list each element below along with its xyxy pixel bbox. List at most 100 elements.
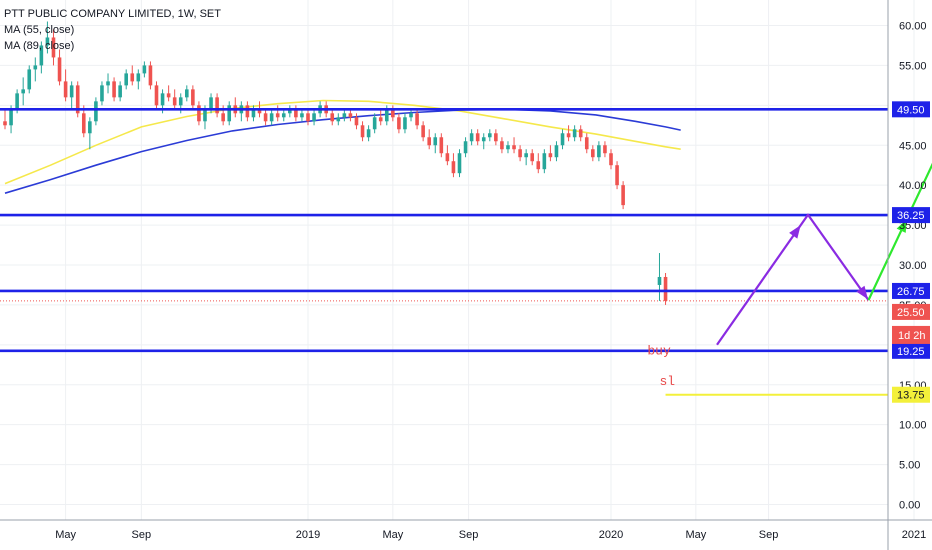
level-tag	[892, 207, 930, 224]
level-tag	[892, 101, 930, 118]
y-tick-label: 45.00	[899, 140, 927, 152]
candle-body	[445, 153, 450, 162]
projection-purple-path	[716, 213, 870, 346]
candle-body	[300, 113, 304, 118]
candle-body	[45, 37, 50, 46]
candle-body	[51, 37, 56, 58]
candle-body	[263, 113, 268, 122]
candle-body	[154, 85, 159, 106]
candle-body	[475, 133, 480, 142]
candle-body	[166, 93, 171, 98]
level-tag-label: 36.25	[897, 210, 925, 222]
x-tick-label: May	[55, 529, 76, 541]
candle-body	[81, 113, 86, 134]
candle-body	[597, 145, 601, 158]
candle-body	[391, 109, 395, 118]
candles	[3, 21, 668, 305]
candle-body	[275, 113, 280, 118]
y-tick-label: 5.00	[899, 460, 920, 472]
legend-item-ma89: MA (89, close)	[4, 40, 75, 52]
candle-body	[548, 153, 553, 158]
candle-body	[439, 137, 444, 154]
candle-body	[427, 137, 431, 146]
moving-averages	[4, 99, 681, 194]
level-tag-label: 26.75	[897, 286, 925, 298]
candle-body	[481, 137, 486, 142]
candle-body	[3, 121, 7, 126]
y-tick-label: 60.00	[899, 21, 927, 33]
y-tick-label: 10.00	[899, 420, 927, 432]
y-tick-label: 0.00	[899, 500, 920, 512]
chart-legend: PTT PUBLIC COMPANY LIMITED, 1W, SET MA (…	[4, 6, 221, 54]
candle-body	[421, 125, 425, 138]
candle-body	[506, 145, 510, 150]
candle-body	[591, 149, 595, 158]
candle-body	[657, 276, 662, 285]
candle-body	[136, 73, 141, 82]
candle-body	[384, 109, 389, 122]
candle-body	[360, 125, 365, 138]
candle-body	[378, 117, 383, 122]
grid	[0, 0, 915, 520]
last-price-label: 25.50	[897, 307, 925, 319]
candle-body	[39, 45, 44, 66]
y-tick-label: 55.00	[899, 60, 927, 72]
candle-body	[245, 105, 250, 118]
candle-body	[15, 93, 19, 110]
candle-body	[203, 109, 207, 122]
candle-body	[306, 113, 310, 122]
legend-item-ma55: MA (55, close)	[4, 24, 75, 36]
candle-body	[130, 73, 135, 82]
candle-body	[142, 65, 147, 74]
y-tick-label: 30.00	[899, 260, 927, 272]
candle-body	[354, 117, 359, 126]
candle-body	[257, 109, 262, 114]
annotation-buy: buy	[647, 343, 671, 358]
candle-body	[433, 137, 438, 146]
candle-body	[348, 113, 353, 118]
candle-body	[112, 81, 116, 98]
level-tag	[892, 386, 930, 403]
candle-body	[88, 121, 92, 134]
candle-body	[518, 149, 522, 158]
annotation-sl: sl	[659, 374, 675, 389]
candle-body	[603, 145, 607, 154]
candle-body	[9, 109, 13, 126]
candle-body	[251, 109, 256, 118]
candle-body	[69, 85, 74, 98]
candle-body	[663, 276, 668, 301]
candle-body	[451, 161, 456, 174]
level-tag	[892, 342, 930, 359]
candle-body	[281, 113, 286, 118]
candle-body	[336, 117, 341, 122]
x-tick-label: 2020	[599, 529, 623, 541]
ma55-line	[4, 99, 681, 185]
time-axis[interactable]: MaySep2019MaySep2020MaySep2021MaySep2022	[0, 519, 932, 541]
candle-body	[209, 97, 213, 110]
level-tag-label: 49.50	[897, 104, 925, 116]
countdown-label: 1d 2h	[898, 330, 926, 342]
candle-body	[397, 117, 401, 130]
last-price-tag	[892, 303, 930, 320]
price-axis[interactable]: 60.0055.0050.0045.0040.0035.0030.0025.00…	[887, 0, 930, 550]
candle-body	[512, 145, 516, 150]
x-tick-label: May	[382, 529, 403, 541]
candle-body	[524, 153, 528, 158]
candle-body	[221, 113, 225, 122]
candle-body	[542, 153, 547, 170]
candle-body	[27, 69, 32, 90]
candle-body	[124, 73, 128, 86]
candle-body	[215, 97, 219, 114]
candle-body	[615, 165, 619, 186]
candle-body	[530, 153, 535, 162]
candle-body	[500, 141, 504, 150]
x-tick-label: 2021	[902, 529, 926, 541]
candle-body	[554, 145, 559, 158]
projection-green-path	[867, 162, 932, 301]
candle-body	[100, 85, 104, 102]
level-tag-label: 19.25	[897, 346, 925, 358]
candle-body	[609, 153, 613, 166]
candle-body	[330, 113, 335, 122]
y-tick-label: 40.00	[899, 180, 927, 192]
